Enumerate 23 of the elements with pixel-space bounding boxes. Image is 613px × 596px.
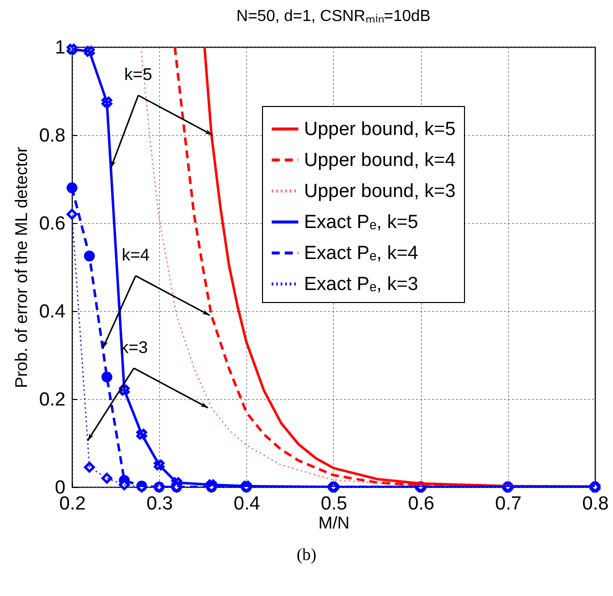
legend-label: Upper bound, k=3 (304, 181, 456, 202)
annotation: k=4 (122, 245, 150, 264)
legend-label: Exact Pₑ, k=4 (304, 243, 419, 264)
chart-title: N=50, d=1, CSNRₘᵢₙ=10dB (236, 8, 431, 25)
legend-label: Upper bound, k=5 (304, 119, 456, 140)
y-tick-label: 0.6 (39, 214, 66, 234)
legend-label: Exact Pₑ, k=5 (304, 212, 418, 233)
x-tick-label: 0.3 (146, 494, 173, 514)
legend-label: Upper bound, k=4 (304, 150, 456, 171)
y-axis-title: Prob. of error of the ML detector (12, 146, 32, 388)
x-tick-label: 0.7 (495, 494, 522, 514)
text: (b) (296, 545, 318, 565)
x-tick-label: 0.6 (408, 494, 434, 514)
y-tick-label: 0.4 (39, 302, 66, 322)
x-axis-title: M/N (318, 514, 350, 532)
x-tick-label: 0.5 (320, 494, 348, 514)
y-tick-label: 0.8 (39, 126, 66, 146)
annotation: k=5 (124, 65, 152, 84)
y-tick-label: 0.2 (39, 390, 66, 410)
y-tick-label: 1 (54, 38, 66, 58)
x-tick-label: 0.4 (234, 494, 260, 514)
legend-label: Exact Pₑ, k=3 (304, 274, 418, 295)
x-tick-label: 0.8 (582, 494, 609, 514)
